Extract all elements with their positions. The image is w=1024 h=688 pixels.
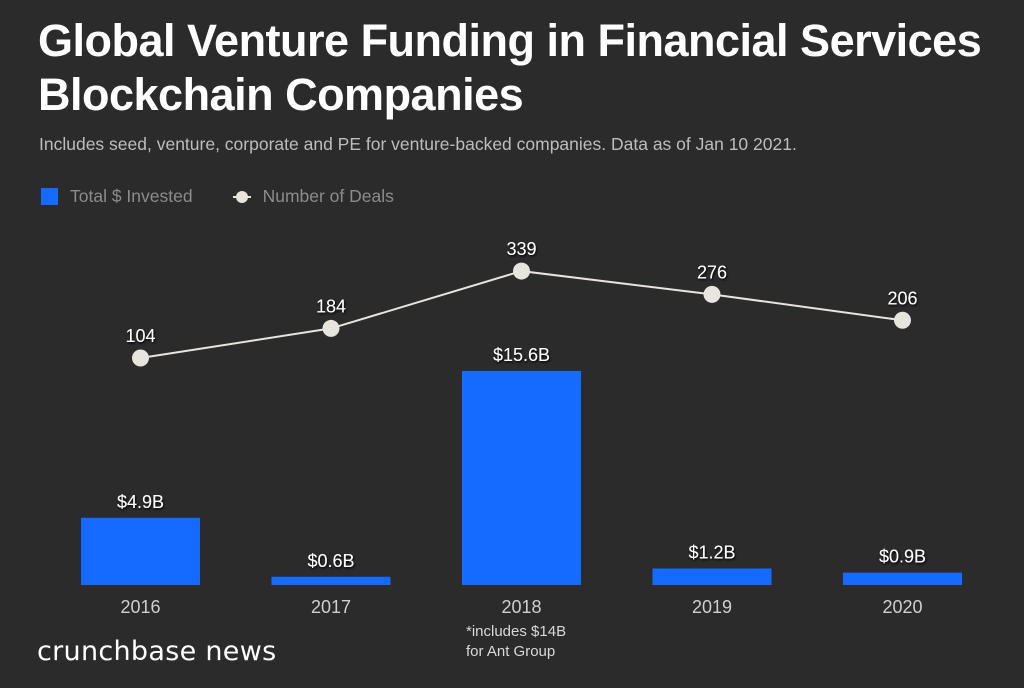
deal-value-label: 104: [125, 326, 155, 346]
legend-label: Total $ Invested: [70, 186, 193, 206]
deal-point-2017: [322, 319, 340, 337]
square-swatch-icon: [41, 188, 58, 205]
legend-item-deals: Number of Deals: [232, 186, 394, 207]
chart-subtitle: Includes seed, venture, corporate and PE…: [39, 134, 797, 154]
chart-title: Global Venture Funding in Financial Serv…: [38, 15, 982, 120]
line-dot-icon: [232, 190, 251, 203]
legend-item-invested: Total $ Invested: [41, 186, 193, 207]
x-tick-label: 2018: [501, 597, 541, 617]
crunchbase-news-logo: crunchbase news: [37, 636, 277, 667]
deal-value-label: 184: [316, 296, 346, 316]
x-tick-label: 2017: [311, 597, 351, 617]
legend-label: Number of Deals: [262, 186, 394, 206]
deal-value-label: 276: [697, 262, 727, 282]
deal-value-label: 339: [506, 239, 536, 259]
bar-2018: [462, 370, 581, 585]
deal-value-label: 206: [887, 288, 917, 308]
x-tick-label: 2019: [692, 597, 732, 617]
footnote-line-1: *includes $14B: [466, 623, 567, 640]
deal-point-2016: [132, 349, 149, 367]
legend: Total $ Invested Number of Deals: [41, 186, 434, 207]
bar-2017: [271, 576, 391, 585]
bar-2019: [652, 568, 772, 585]
bar-value-label: $0.9B: [879, 547, 926, 567]
bar-2020: [843, 572, 962, 585]
bar-value-label: $15.6B: [493, 345, 550, 365]
x-tick-label: 2020: [882, 597, 922, 617]
x-tick-label: 2016: [120, 597, 160, 617]
bar-value-label: $1.2B: [688, 543, 735, 563]
deal-point-2020: [894, 311, 911, 329]
footnote: *includes $14B for Ant Group: [466, 622, 566, 662]
bar-value-label: $0.6B: [307, 551, 354, 571]
deal-point-2018: [513, 262, 530, 280]
footnote-line-2: for Ant Group: [466, 643, 556, 660]
bar-value-label: $4.9B: [117, 492, 164, 512]
deal-point-2019: [703, 285, 721, 303]
bar-2016: [81, 517, 200, 585]
